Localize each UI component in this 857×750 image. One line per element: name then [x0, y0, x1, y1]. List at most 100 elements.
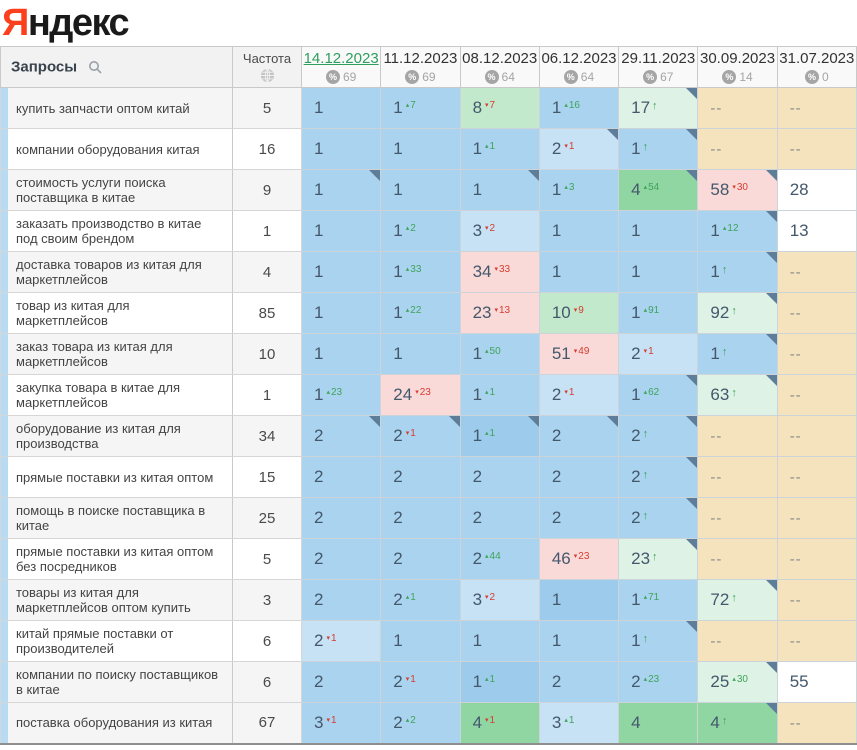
- position-cell[interactable]: 2: [538, 456, 620, 498]
- query-cell[interactable]: оборудование из китая для производства: [0, 415, 233, 457]
- position-cell[interactable]: 2 ▴44: [459, 538, 540, 580]
- position-cell[interactable]: 13: [776, 210, 857, 252]
- position-cell[interactable]: 1 ↑: [697, 251, 778, 293]
- query-cell[interactable]: купить запчасти оптом китай: [0, 87, 233, 129]
- position-cell[interactable]: 3 ▾2: [459, 579, 540, 621]
- position-cell[interactable]: --: [697, 415, 778, 457]
- position-cell[interactable]: 1 ▴33: [380, 251, 461, 293]
- position-cell[interactable]: 1: [618, 210, 699, 252]
- position-cell[interactable]: --: [697, 538, 778, 580]
- position-cell[interactable]: 2 ▾1: [380, 415, 461, 457]
- position-cell[interactable]: 55: [776, 661, 857, 703]
- query-cell[interactable]: заказ товара из китая для маркетплейсов: [0, 333, 233, 375]
- position-cell[interactable]: 4: [618, 702, 699, 744]
- position-cell[interactable]: 2 ↑: [618, 456, 699, 498]
- position-cell[interactable]: --: [697, 620, 778, 662]
- position-cell[interactable]: --: [697, 128, 778, 170]
- position-cell[interactable]: 1 ↑: [697, 333, 778, 375]
- position-cell[interactable]: 2: [380, 456, 461, 498]
- query-cell[interactable]: компании оборудования китая: [0, 128, 233, 170]
- position-cell[interactable]: --: [776, 497, 857, 539]
- position-cell[interactable]: 1 ▴1: [459, 374, 540, 416]
- position-cell[interactable]: 1: [538, 579, 620, 621]
- position-cell[interactable]: 17 ↑: [618, 87, 699, 129]
- position-cell[interactable]: 1: [300, 128, 382, 170]
- position-cell[interactable]: 25 ▴30: [697, 661, 778, 703]
- position-cell[interactable]: --: [697, 87, 778, 129]
- position-cell[interactable]: 72 ↑: [697, 579, 778, 621]
- position-cell[interactable]: --: [776, 538, 857, 580]
- search-icon[interactable]: [88, 60, 102, 74]
- position-cell[interactable]: 3 ▾2: [459, 210, 540, 252]
- position-cell[interactable]: 2: [300, 497, 382, 539]
- position-cell[interactable]: 1: [538, 210, 620, 252]
- query-cell[interactable]: прямые поставки из китая оптом: [0, 456, 233, 498]
- position-cell[interactable]: 1: [300, 292, 382, 334]
- position-cell[interactable]: 8 ▾7: [459, 87, 540, 129]
- position-cell[interactable]: 2 ▾1: [538, 128, 620, 170]
- position-cell[interactable]: 2 ↑: [618, 415, 699, 457]
- query-cell[interactable]: стоимость услуги поиска поставщика в кит…: [0, 169, 233, 211]
- query-cell[interactable]: компании по поиску поставщиков в китае: [0, 661, 233, 703]
- position-cell[interactable]: 4 ▴54: [618, 169, 699, 211]
- position-cell[interactable]: 1: [380, 333, 461, 375]
- position-cell[interactable]: 2: [538, 497, 620, 539]
- position-cell[interactable]: --: [697, 497, 778, 539]
- position-cell[interactable]: 1: [300, 210, 382, 252]
- position-cell[interactable]: 1 ▴23: [300, 374, 382, 416]
- position-cell[interactable]: 1: [459, 620, 540, 662]
- position-cell[interactable]: 1 ▴2: [380, 210, 461, 252]
- position-cell[interactable]: --: [776, 374, 857, 416]
- position-cell[interactable]: 1 ▴1: [459, 661, 540, 703]
- position-cell[interactable]: 28: [776, 169, 857, 211]
- position-cell[interactable]: 1: [618, 251, 699, 293]
- frequency-header[interactable]: Частота: [232, 46, 302, 88]
- position-cell[interactable]: 2 ▾1: [538, 374, 620, 416]
- position-cell[interactable]: 2: [300, 456, 382, 498]
- date-link[interactable]: 06.12.2023: [541, 50, 617, 67]
- position-cell[interactable]: 10 ▾9: [538, 292, 620, 334]
- position-cell[interactable]: 2: [300, 415, 382, 457]
- position-cell[interactable]: --: [776, 292, 857, 334]
- position-cell[interactable]: 2: [459, 497, 540, 539]
- position-cell[interactable]: 3 ▴1: [538, 702, 620, 744]
- date-link[interactable]: 31.07.2023: [779, 50, 855, 67]
- date-link[interactable]: 11.12.2023: [383, 50, 458, 67]
- position-cell[interactable]: 1: [380, 620, 461, 662]
- position-cell[interactable]: 1: [300, 251, 382, 293]
- position-cell[interactable]: --: [776, 251, 857, 293]
- query-cell[interactable]: помощь в поиске поставщика в китае: [0, 497, 233, 539]
- position-cell[interactable]: 2: [380, 538, 461, 580]
- query-cell[interactable]: китай прямые поставки от производителей: [0, 620, 233, 662]
- position-cell[interactable]: 2: [538, 415, 620, 457]
- position-cell[interactable]: 1: [300, 169, 382, 211]
- position-cell[interactable]: --: [776, 128, 857, 170]
- position-cell[interactable]: 1: [300, 87, 382, 129]
- position-cell[interactable]: 23 ↑: [618, 538, 699, 580]
- position-cell[interactable]: 1 ▴22: [380, 292, 461, 334]
- position-cell[interactable]: --: [776, 620, 857, 662]
- query-cell[interactable]: заказать производство в китае под своим …: [0, 210, 233, 252]
- queries-header[interactable]: Запросы: [0, 46, 233, 88]
- position-cell[interactable]: 92 ↑: [697, 292, 778, 334]
- position-cell[interactable]: 2: [300, 579, 382, 621]
- position-cell[interactable]: 1 ▴12: [697, 210, 778, 252]
- position-cell[interactable]: 2: [380, 497, 461, 539]
- position-cell[interactable]: --: [697, 456, 778, 498]
- position-cell[interactable]: 46 ▾23: [538, 538, 620, 580]
- position-cell[interactable]: 1 ▴50: [459, 333, 540, 375]
- position-cell[interactable]: 58 ▾30: [697, 169, 778, 211]
- position-cell[interactable]: --: [776, 702, 857, 744]
- position-cell[interactable]: 2 ▾1: [380, 661, 461, 703]
- position-cell[interactable]: 4 ▾1: [459, 702, 540, 744]
- position-cell[interactable]: 23 ▾13: [459, 292, 540, 334]
- position-cell[interactable]: 1: [538, 251, 620, 293]
- position-cell[interactable]: --: [776, 579, 857, 621]
- position-cell[interactable]: 2 ▾1: [618, 333, 699, 375]
- position-cell[interactable]: --: [776, 456, 857, 498]
- query-cell[interactable]: прямые поставки из китая оптом без посре…: [0, 538, 233, 580]
- position-cell[interactable]: 2: [300, 538, 382, 580]
- query-cell[interactable]: доставка товаров из китая для маркетплей…: [0, 251, 233, 293]
- position-cell[interactable]: 2 ▾1: [300, 620, 382, 662]
- position-cell[interactable]: 2: [538, 661, 620, 703]
